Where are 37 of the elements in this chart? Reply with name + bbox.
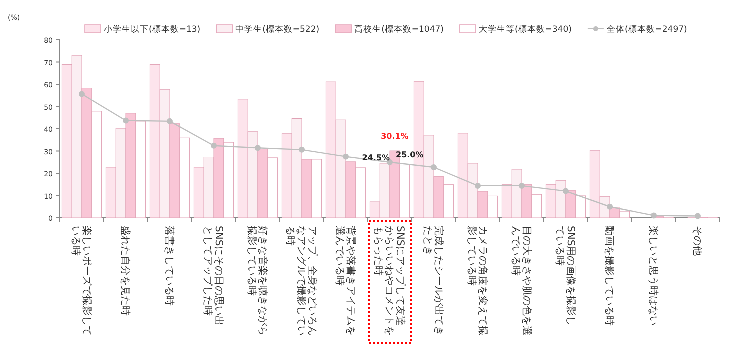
legend-label: 小学生以下(標本数=13) bbox=[104, 24, 201, 35]
x-tick-label: カメラの角度を変えて撮影している時 bbox=[466, 226, 489, 336]
point bbox=[167, 118, 173, 124]
point bbox=[123, 118, 129, 124]
point bbox=[607, 204, 613, 210]
x-tick-label: SNS用の画像を撮影している時 bbox=[554, 226, 577, 326]
x-tick-label: 背景や落書きアイテムを選んでいる時 bbox=[334, 226, 357, 336]
x-tick-label: 完成したシールが出てきたとき bbox=[422, 226, 445, 336]
point bbox=[255, 145, 261, 152]
data-label: 24.5% bbox=[362, 153, 390, 162]
x-tick-label: 楽しいポーズで撮影している時 bbox=[70, 226, 93, 336]
point bbox=[563, 188, 569, 194]
data-label: 30.1% bbox=[381, 132, 409, 142]
data-label: 25.0% bbox=[396, 150, 424, 160]
x-tick-label: アップ、全身などいろんなアングルで撮影している時 bbox=[284, 226, 318, 336]
x-tick-label: SNSにアップして友達からいいねやコメントをもらった時 bbox=[372, 226, 406, 336]
legend-label: 高校生(標本数=1047) bbox=[354, 24, 444, 35]
point bbox=[695, 213, 701, 220]
point bbox=[519, 182, 525, 189]
x-tick-label: 動画を撮影している時 bbox=[604, 226, 616, 326]
x-tick-label: 楽しいと思う時はない bbox=[648, 226, 660, 326]
x-tick-label: 盛れた自分を見た時 bbox=[120, 226, 132, 316]
x-tick-label: 目の大きさや肌の色を選んでいる時 bbox=[510, 226, 533, 336]
point bbox=[79, 91, 85, 98]
point bbox=[299, 146, 305, 153]
legend-label: 全体(標本数=2497) bbox=[606, 24, 688, 35]
legend-label: 中学生(標本数=522) bbox=[236, 24, 320, 35]
point bbox=[475, 182, 481, 189]
point bbox=[431, 164, 437, 170]
x-tick-label: その他 bbox=[692, 226, 704, 256]
point bbox=[651, 212, 657, 219]
x-tick-label: 好きな音楽を聴きながら撮影している時 bbox=[246, 226, 269, 336]
point bbox=[343, 154, 349, 160]
point bbox=[211, 142, 217, 149]
x-tick-label: 落書きしている時 bbox=[164, 226, 176, 306]
legend-label: 大学生等(標本数=340) bbox=[478, 24, 572, 35]
x-tick-label: SNSにその日の思い出としてアップした時 bbox=[202, 226, 225, 326]
